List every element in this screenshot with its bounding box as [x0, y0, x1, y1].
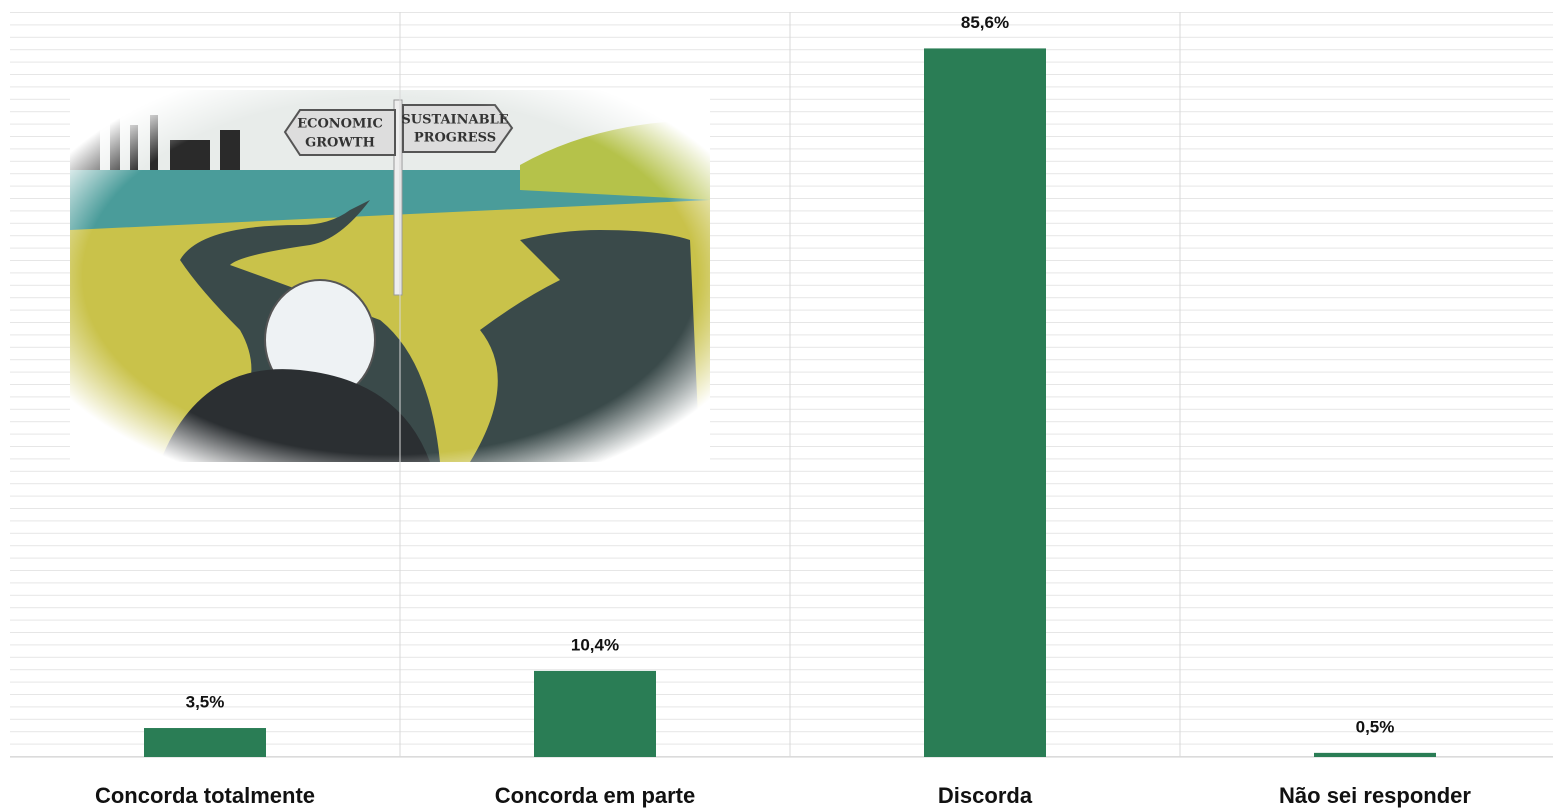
x-tick-label: Concorda em parte [495, 783, 696, 808]
bar [1314, 752, 1436, 757]
sign-text: PROGRESS [414, 131, 496, 146]
x-tick-label: Discorda [938, 783, 1033, 808]
bar [534, 670, 656, 757]
bar [924, 48, 1046, 757]
sign-text: ECONOMIC [297, 117, 383, 132]
value-label: 3,5% [186, 693, 225, 712]
bar [144, 728, 266, 757]
value-label: 0,5% [1356, 717, 1395, 736]
value-label: 10,4% [571, 635, 619, 654]
x-tick-label: Não sei responder [1279, 783, 1471, 808]
value-label: 85,6% [961, 13, 1009, 32]
sign-text: SUSTAINABLE [401, 113, 508, 128]
x-tick-label: Concorda totalmente [95, 783, 315, 808]
sign-text: GROWTH [305, 136, 375, 151]
illustration: ECONOMIC GROWTH SUSTAINABLE PROGRESS [70, 90, 710, 462]
